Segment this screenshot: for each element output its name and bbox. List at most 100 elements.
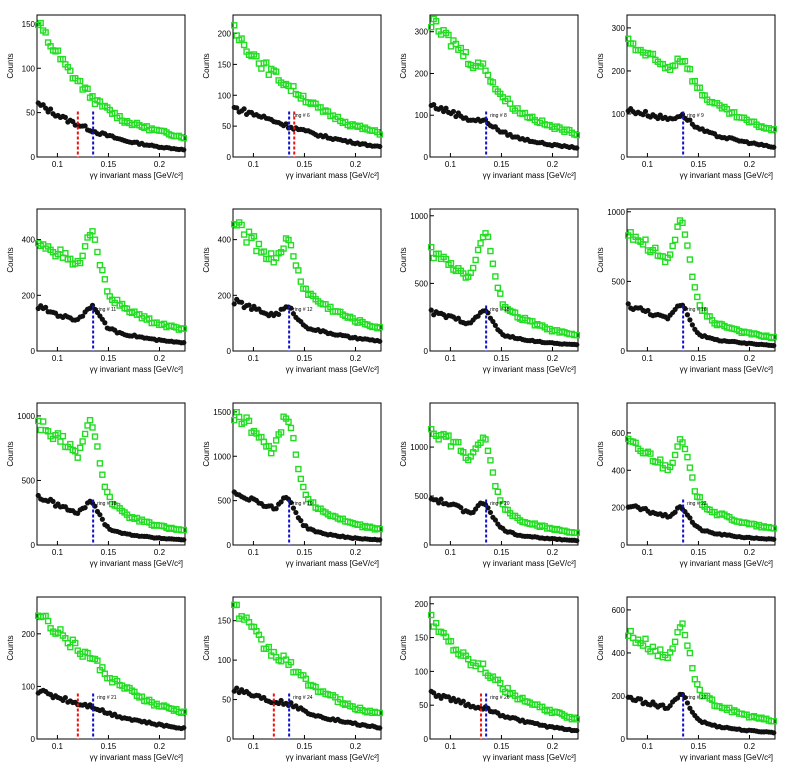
y-tick-label: 0 (227, 153, 232, 162)
data-point (76, 444, 84, 452)
panel-9: 0.1 0.15 0.2 0 500 1000 Counts γγ invariant mas… (6, 402, 187, 568)
x-axis-title: γγ invariant mass [GeV/c²] (483, 171, 576, 180)
data-point (671, 62, 679, 69)
plot-frame (232, 14, 382, 158)
data-point (489, 260, 497, 267)
data-point (67, 67, 74, 74)
data-point (239, 299, 245, 305)
data-point (684, 312, 691, 318)
data-point (255, 240, 263, 248)
x-axis-title: γγ invariant mass [GeV/c²] (90, 171, 183, 180)
data-point (684, 700, 691, 706)
x-tick-label: 0.2 (547, 160, 559, 169)
data-point (234, 105, 240, 111)
data-point (231, 301, 237, 307)
ring-label: ring # 18 (97, 501, 117, 507)
data-point (253, 53, 260, 60)
y-tick-label: 100 (22, 64, 36, 73)
x-tick-label: 0.1 (642, 742, 654, 751)
series-green (625, 35, 777, 134)
data-point (79, 438, 86, 445)
y-tick-label: 400 (22, 236, 36, 245)
y-axis-title: Counts (399, 53, 408, 78)
data-point (62, 114, 68, 120)
data-point (102, 320, 108, 326)
series-black (428, 688, 580, 734)
data-point (235, 413, 243, 421)
series-black (231, 685, 383, 731)
data-point (84, 85, 91, 92)
data-point (70, 118, 76, 125)
data-point (258, 636, 265, 643)
y-tick-label: 100 (415, 111, 429, 120)
x-tick-label: 0.2 (350, 160, 362, 169)
data-point (89, 93, 96, 100)
panel-15: 0.1 0.15 0.2 0 50 100 150 200 Counts γγ invariant… (399, 596, 580, 762)
y-axis-title: Counts (6, 441, 15, 466)
data-point (243, 239, 250, 246)
x-tick-label: 0.15 (101, 742, 117, 751)
plot-frame (429, 14, 579, 158)
data-point (377, 143, 383, 150)
data-point (629, 40, 637, 47)
panel-8: 0.1 0.15 0.2 0 500 1000 Counts γγ invariant mas… (596, 208, 777, 374)
panel-3: 0.1 0.15 0.2 0 100 200 300 Counts γγ invariant m… (399, 14, 580, 180)
data-point (101, 483, 109, 491)
x-tick-label: 0.1 (445, 548, 457, 557)
ring-label: ring # 11 (97, 307, 116, 313)
data-point (671, 236, 679, 244)
series-green (231, 409, 383, 533)
data-point (492, 322, 498, 328)
data-point (447, 259, 455, 267)
data-point (672, 509, 678, 515)
x-tick-label: 0.1 (642, 548, 654, 557)
y-tick-label: 500 (415, 279, 429, 288)
data-point (432, 18, 440, 25)
data-point (649, 50, 657, 58)
data-point (43, 105, 49, 111)
y-tick-label: 0 (424, 153, 429, 162)
data-point (771, 536, 777, 542)
data-point (180, 708, 187, 715)
x-tick-label: 0.2 (744, 160, 756, 169)
series-black (35, 100, 187, 153)
data-point (694, 681, 701, 688)
data-point (469, 264, 477, 272)
data-point (283, 121, 289, 127)
data-point (770, 718, 777, 725)
data-point (637, 696, 644, 702)
y-axis-title: Counts (399, 247, 408, 272)
x-tick-label: 0.15 (494, 354, 510, 363)
data-point (669, 242, 676, 250)
data-point (438, 104, 444, 111)
data-point (477, 240, 484, 247)
data-point (770, 525, 777, 532)
data-point (298, 518, 304, 524)
y-tick-label: 0 (424, 347, 429, 356)
data-point (689, 322, 695, 328)
data-point (99, 471, 106, 478)
data-point (632, 439, 639, 447)
data-point (377, 725, 383, 731)
y-axis-title: Counts (202, 247, 211, 272)
x-axis-title: γγ invariant mass [GeV/c²] (680, 365, 773, 374)
y-tick-label: 100 (218, 91, 232, 100)
y-tick-label: 200 (612, 504, 626, 513)
x-tick-label: 0.1 (52, 548, 64, 557)
data-point (263, 59, 270, 66)
y-axis-title: Counts (6, 53, 15, 78)
data-point (489, 79, 497, 86)
y-tick-label: 1000 (17, 412, 35, 421)
x-tick-label: 0.2 (154, 160, 166, 169)
series-green (35, 612, 187, 717)
series-green (35, 19, 187, 142)
plot-frame (36, 208, 186, 352)
data-point (91, 433, 99, 440)
data-point (287, 424, 295, 432)
data-point (297, 278, 305, 285)
x-tick-label: 0.1 (248, 160, 260, 169)
x-tick-label: 0.15 (691, 548, 707, 557)
data-point (771, 730, 777, 736)
data-point (687, 705, 693, 711)
